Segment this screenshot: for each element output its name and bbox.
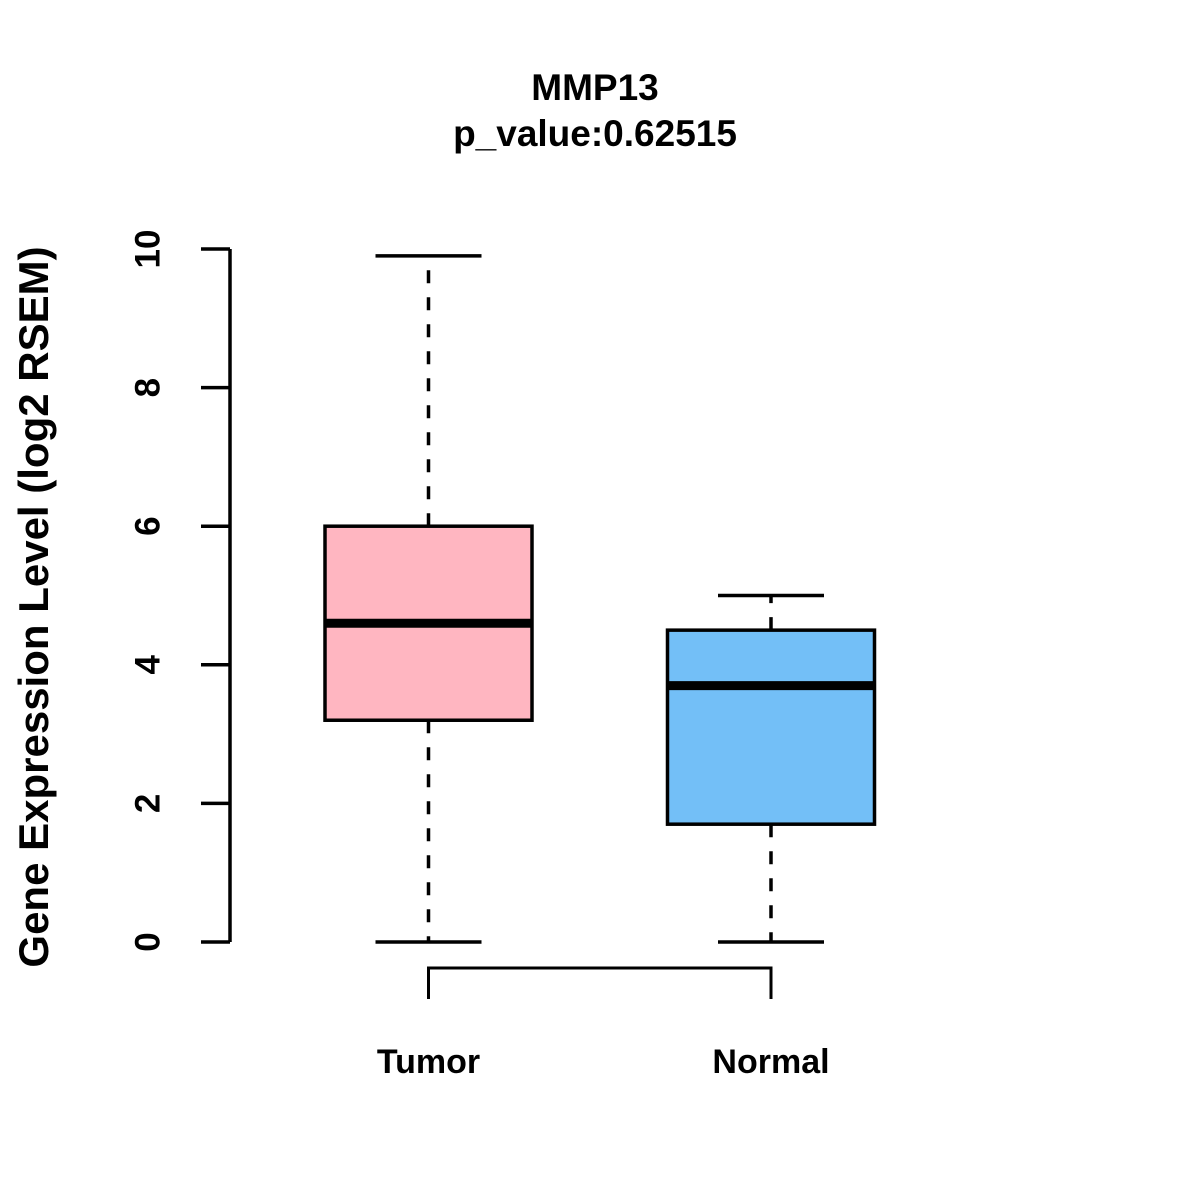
y-tick-label-4: 4 <box>129 655 168 675</box>
chart-subtitle: p_value:0.62515 <box>453 113 737 154</box>
x-axis-bracket <box>427 966 773 999</box>
y-tick-label-2: 2 <box>129 794 168 813</box>
x-tick-label-normal: Normal <box>712 1043 829 1081</box>
x-tick-label-tumor: Tumor <box>377 1043 480 1081</box>
y-tick-label-0: 0 <box>129 932 168 951</box>
normal-iqr-box <box>665 628 877 826</box>
chart-title: MMP13 <box>531 67 659 108</box>
y-tick-label-6: 6 <box>129 516 168 535</box>
y-tick-label-8: 8 <box>129 378 168 397</box>
y-tick-label-10: 10 <box>129 230 168 269</box>
